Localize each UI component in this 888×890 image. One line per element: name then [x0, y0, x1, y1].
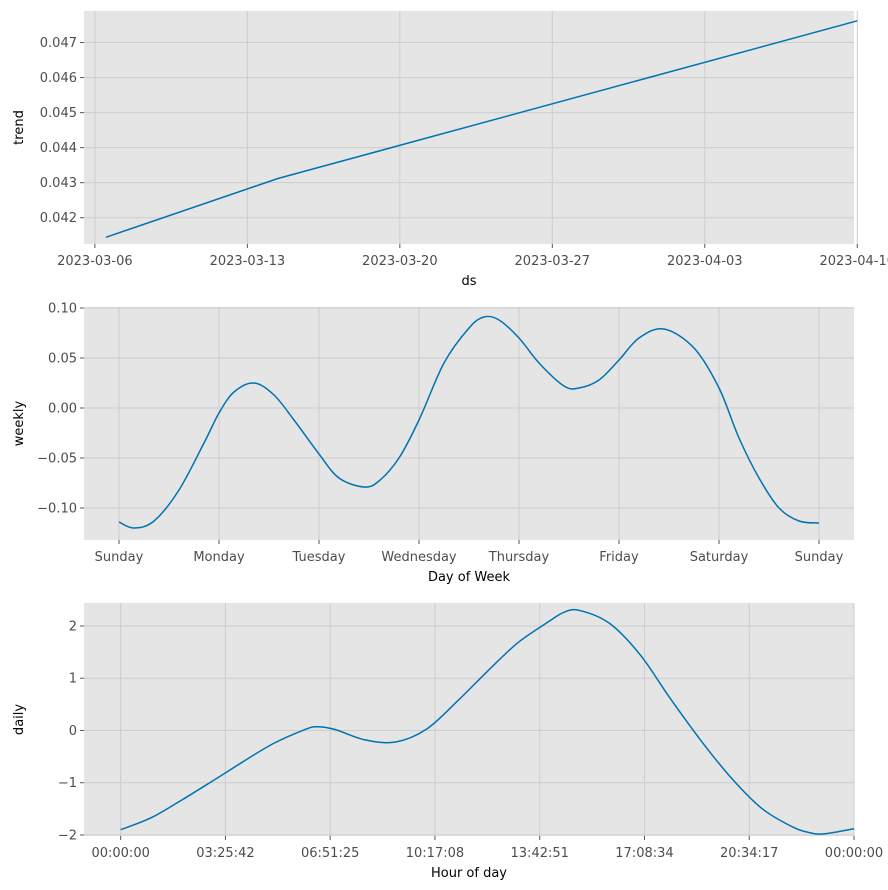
trend-xtick-label-1: 2023-03-13 — [210, 254, 286, 269]
daily-ytick-label-3: −1 — [58, 776, 77, 791]
daily-xtick-label-6: 20:34:17 — [720, 846, 778, 861]
trend-ylabel: trend — [12, 110, 27, 145]
daily-xtick-label-0: 00:00:00 — [91, 846, 149, 861]
weekly-xtick-label-7: Sunday — [795, 550, 844, 565]
trend-ytick-label-5: 0.047 — [40, 36, 77, 51]
weekly-series-line — [118, 315, 820, 529]
weekly-xtick-label-6: Saturday — [690, 550, 749, 565]
trend-xtick-label-0: 2023-03-06 — [57, 254, 133, 269]
daily-ytick-label-4: −2 — [58, 828, 77, 843]
trend-xtick-label-3: 2023-03-27 — [515, 254, 591, 269]
daily-ytick-label-0: 2 — [69, 619, 77, 634]
trend-xtick-label-5: 2023-04-10 — [819, 254, 888, 269]
daily-xtick-label-3: 10:17:08 — [406, 846, 464, 861]
weekly-xtick-label-3: Wednesday — [381, 550, 457, 565]
daily-ytick-label-2: 0 — [69, 724, 77, 739]
daily-xtick-label-7: 00:00:00 — [825, 846, 883, 861]
weekly-chart: Sunday Monday Tuesday Wednesday Thursday Frid… — [12, 302, 854, 585]
weekly-xlabel: Day of Week — [428, 570, 511, 585]
trend-xtick-label-2: 2023-03-20 — [362, 254, 438, 269]
trend-ytick-label-0: 0.042 — [40, 211, 77, 226]
weekly-ytick-label-1: 0.05 — [48, 352, 77, 367]
daily-xtick-label-1: 03:25:42 — [196, 846, 254, 861]
trend-ytick-label-3: 0.045 — [40, 106, 77, 121]
daily-xtick-label-5: 17:08:34 — [615, 846, 673, 861]
weekly-xtick-label-2: Tuesday — [292, 550, 346, 565]
daily-ylabel: daily — [12, 704, 27, 735]
trend-chart: 2023-03-06 2023-03-13 2023-03-20 2023-03-27… — [12, 11, 888, 289]
weekly-xtick-label-4: Thursday — [488, 550, 550, 565]
daily-xtick-label-4: 13:42:51 — [511, 846, 569, 861]
trend-xlabel: ds — [461, 274, 476, 289]
weekly-ytick-label-2: 0.00 — [48, 402, 77, 417]
trend-ytick-label-2: 0.044 — [40, 141, 77, 156]
weekly-plot-area — [84, 307, 854, 540]
weekly-ytick-label-0: 0.10 — [48, 302, 77, 317]
trend-xtick-label-4: 2023-04-03 — [667, 254, 743, 269]
weekly-ytick-label-3: −0.05 — [37, 452, 77, 467]
trend-ytick-label-1: 0.043 — [40, 176, 77, 191]
weekly-ylabel: weekly — [12, 400, 27, 446]
daily-series-line — [120, 608, 855, 835]
daily-chart: 00:00:00 03:25:42 06:51:25 10:17:08 13:42:51… — [12, 603, 883, 881]
weekly-xtick-label-0: Sunday — [95, 550, 144, 565]
trend-ytick-label-4: 0.046 — [40, 71, 77, 86]
daily-ytick-label-1: 1 — [69, 672, 77, 687]
weekly-xtick-label-5: Friday — [599, 550, 639, 565]
daily-plot-area — [84, 603, 854, 836]
trend-series-line — [105, 20, 858, 239]
weekly-ytick-label-4: −0.10 — [37, 502, 77, 517]
daily-xtick-label-2: 06:51:25 — [301, 846, 359, 861]
daily-xlabel: Hour of day — [431, 866, 507, 881]
trend-plot-area — [84, 11, 854, 244]
weekly-xtick-label-1: Monday — [193, 550, 245, 565]
